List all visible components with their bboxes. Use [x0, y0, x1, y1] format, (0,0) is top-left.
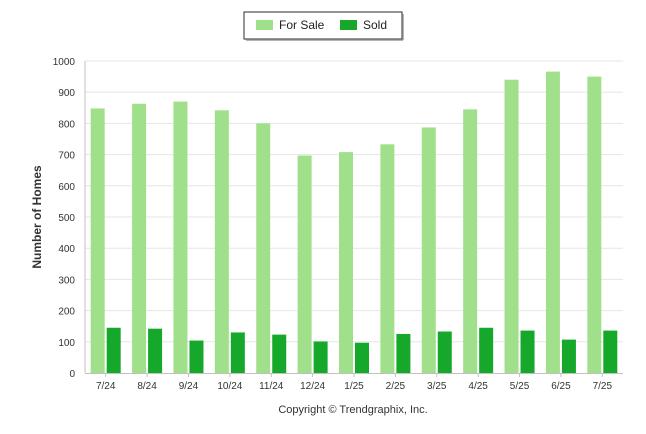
legend-label-sold: Sold — [363, 18, 387, 32]
x-tick-label: 9/24 — [179, 381, 199, 392]
bar-sold[interactable] — [561, 339, 576, 373]
bar-for-sale[interactable] — [421, 127, 436, 374]
y-tick-label: 500 — [58, 213, 75, 224]
y-tick-labels: 0 100 200 300 400 500 600 700 800 900 1000 — [53, 57, 76, 380]
y-tick-label: 800 — [58, 119, 75, 130]
copyright-credit: Copyright © Trendgraphix, Inc. — [278, 404, 427, 416]
bar-sold[interactable] — [603, 330, 618, 373]
bar-for-sale[interactable] — [132, 103, 147, 373]
y-tick-label: 100 — [58, 338, 75, 349]
x-tick-label: 10/24 — [217, 381, 242, 392]
bar-sold[interactable] — [148, 328, 163, 373]
bar-sold[interactable] — [313, 341, 328, 373]
bar-for-sale[interactable] — [587, 76, 602, 373]
y-tick-label: 0 — [69, 369, 75, 380]
bar-for-sale[interactable] — [339, 152, 353, 373]
bar-sold[interactable] — [520, 330, 535, 373]
x-tick-label: 7/24 — [96, 381, 116, 392]
legend-label-for-sale: For Sale — [279, 18, 325, 32]
bar-sold[interactable] — [355, 342, 369, 373]
bar-for-sale[interactable] — [504, 79, 519, 373]
bars — [90, 71, 618, 374]
x-tick-labels: 7/24 8/24 9/24 10/24 11/24 12/24 1/25 2/25 3/25 4… — [96, 381, 613, 392]
y-tick-label: 600 — [58, 182, 75, 193]
grid-lines — [85, 60, 623, 343]
x-tick-label: 6/25 — [551, 381, 571, 392]
legend[interactable]: For Sale Sold — [243, 11, 404, 41]
axes — [84, 61, 623, 377]
y-tick-label: 200 — [58, 307, 75, 318]
bar-sold[interactable] — [396, 334, 411, 373]
x-tick-label: 4/25 — [468, 381, 488, 392]
x-tick-label: 5/25 — [510, 381, 530, 392]
bar-sold[interactable] — [272, 334, 287, 373]
y-axis-title: Number of Homes — [30, 165, 44, 269]
x-tick-label: 1/25 — [344, 381, 364, 392]
bar-sold[interactable] — [437, 331, 452, 373]
bar-for-sale[interactable] — [463, 109, 478, 374]
y-tick-label: 700 — [58, 151, 75, 162]
bar-for-sale[interactable] — [173, 101, 188, 373]
bar-for-sale[interactable] — [380, 144, 395, 373]
bar-sold[interactable] — [189, 340, 204, 373]
bar-sold[interactable] — [230, 332, 245, 373]
bar-sold[interactable] — [106, 327, 121, 373]
bar-sold[interactable] — [479, 327, 494, 373]
y-tick-label: 300 — [58, 275, 75, 286]
legend-swatch-sold — [340, 20, 357, 30]
bar-for-sale[interactable] — [90, 108, 105, 373]
x-tick-label: 12/24 — [300, 381, 325, 392]
x-tick-label: 3/25 — [427, 381, 447, 392]
bar-for-sale[interactable] — [545, 71, 560, 373]
bar-for-sale[interactable] — [256, 123, 271, 374]
bar-for-sale[interactable] — [297, 155, 312, 373]
legend-swatch-for-sale — [256, 20, 273, 30]
x-tick-label: 2/25 — [386, 381, 406, 392]
bar-for-sale[interactable] — [214, 110, 229, 374]
x-tick-label: 8/24 — [137, 381, 157, 392]
y-tick-label: 400 — [58, 244, 75, 255]
x-tick-label: 11/24 — [259, 381, 284, 392]
y-tick-label: 1000 — [53, 57, 76, 68]
y-tick-label: 900 — [58, 88, 75, 99]
x-tick-label: 7/25 — [593, 381, 613, 392]
